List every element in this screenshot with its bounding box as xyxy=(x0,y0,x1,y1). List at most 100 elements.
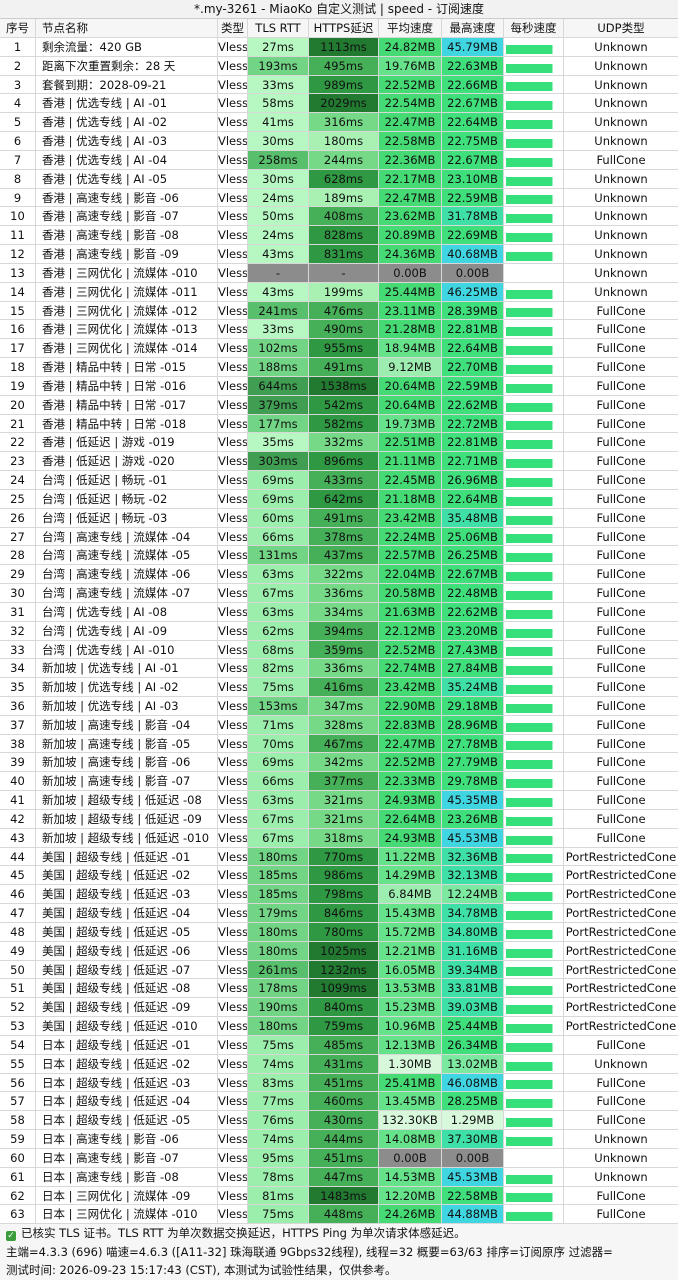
table-row: 44 美国 | 超级专线 | 低延迟 -01 Vless 180ms 770ms 11.2… xyxy=(0,847,678,867)
speed-sparkline xyxy=(504,678,564,696)
table-cell: 32 xyxy=(0,621,36,640)
table-cell: 香港 | 精品中转 | 日常 -016 xyxy=(36,376,218,395)
table-cell: 24.82MB xyxy=(379,38,442,56)
table-cell: Vless xyxy=(218,960,248,979)
speed-sparkline xyxy=(504,546,564,565)
table-cell: 美国 | 超级专线 | 低延迟 -05 xyxy=(36,922,218,941)
table-cell: Unknown xyxy=(594,77,648,92)
table-cell: Vless xyxy=(218,941,248,960)
table-cell: 14.08MB xyxy=(379,1130,442,1148)
table-cell: 27.78MB xyxy=(442,734,504,753)
table-row: 28 台湾 | 高速专线 | 流媒体 -05 Vless 131ms 437ms 22.5… xyxy=(0,546,678,566)
table-cell: Vless xyxy=(218,621,248,640)
table-cell: 27ms xyxy=(248,38,309,56)
table-cell: 22.33MB xyxy=(379,772,442,791)
table-cell: 378ms xyxy=(309,527,379,546)
table-cell: 34.80MB xyxy=(442,922,504,941)
sparkline-bar xyxy=(506,251,559,261)
table-cell: 244ms xyxy=(309,150,379,169)
table-cell: PortRestrictedCone xyxy=(565,981,677,996)
table-cell: 22.74MB xyxy=(379,659,442,678)
table-cell: 47 xyxy=(0,904,36,922)
table-cell: 日本 | 高速专线 | 影音 -06 xyxy=(36,1130,218,1148)
sparkline-bar xyxy=(506,44,559,54)
table-cell: 321ms xyxy=(309,809,379,828)
table-cell: FullCone xyxy=(596,1188,646,1203)
table-cell: 377ms xyxy=(309,772,379,791)
sparkline-bar xyxy=(506,82,559,92)
speed-sparkline xyxy=(504,226,564,245)
table-cell: 11.22MB xyxy=(379,847,442,866)
speed-sparkline xyxy=(504,207,564,226)
table-cell: 22.81MB xyxy=(442,433,504,452)
table-row: 39 新加坡 | 高速专线 | 影音 -06 Vless 69ms 342ms 22.52… xyxy=(0,753,678,773)
table-cell: 22.64MB xyxy=(379,809,442,828)
table-cell: 408ms xyxy=(309,207,379,226)
table-row: 12 香港 | 高速专线 | 影音 -09 Vless 43ms 831ms 24.36M… xyxy=(0,245,678,264)
table-cell: 37 xyxy=(0,715,36,734)
table-cell: 44.88MB xyxy=(442,1205,504,1224)
table-cell: 22.64MB xyxy=(442,113,504,132)
table-cell: 23.20MB xyxy=(442,621,504,640)
table-row: 27 台湾 | 高速专线 | 流媒体 -04 Vless 66ms 378ms 22.24… xyxy=(0,527,678,547)
column-header: 序号 xyxy=(0,19,36,37)
table-row: 3 套餐到期：2028-09-21 Vless 33ms 989ms 22.52MB 22.… xyxy=(0,75,678,95)
speed-sparkline xyxy=(504,414,564,433)
table-cell: FullCone xyxy=(596,586,646,601)
table-cell: Vless xyxy=(218,584,248,602)
table-cell: 13.02MB xyxy=(442,1054,504,1073)
table-row: 52 美国 | 超级专线 | 低延迟 -09 Vless 190ms 840ms 15.2… xyxy=(0,998,678,1018)
table-cell: 台湾 | 高速专线 | 流媒体 -04 xyxy=(36,527,218,546)
window-title: *.my-3261 - MiaoKo 自定义测试 | speed - 订阅速度 xyxy=(0,0,678,19)
table-row: 51 美国 | 超级专线 | 低延迟 -08 Vless 178ms 1099ms 13.… xyxy=(0,979,678,999)
table-cell: 14 xyxy=(0,282,36,301)
table-cell: 60 xyxy=(0,1148,36,1167)
table-cell: Unknown xyxy=(594,171,648,186)
table-cell: 2 xyxy=(0,56,36,75)
table-cell: 190ms xyxy=(248,998,309,1017)
speed-sparkline xyxy=(504,584,564,602)
table-cell: Vless xyxy=(218,998,248,1017)
table-row: 56 日本 | 超级专线 | 低延迟 -03 Vless 83ms 451ms 25.41… xyxy=(0,1073,678,1093)
table-cell: Vless xyxy=(218,508,248,527)
table-cell: 香港 | 三网优化 | 流媒体 -012 xyxy=(36,301,218,320)
table-cell: 22.64MB xyxy=(442,489,504,508)
table-row: 20 香港 | 精品中转 | 日常 -017 Vless 379ms 542ms 20.6… xyxy=(0,395,678,415)
table-cell: 台湾 | 优选专线 | AI -09 xyxy=(36,621,218,640)
speed-sparkline xyxy=(504,358,564,376)
table-cell: 台湾 | 低延迟 | 畅玩 -01 xyxy=(36,471,218,489)
table-cell: Vless xyxy=(218,772,248,791)
table-cell: 22.67MB xyxy=(442,150,504,169)
table-cell: 59 xyxy=(0,1130,36,1148)
table-cell: 27 xyxy=(0,527,36,546)
table-cell: 27.84MB xyxy=(442,659,504,678)
table-cell: 香港 | 三网优化 | 流媒体 -014 xyxy=(36,339,218,358)
table-row: 9 香港 | 高速专线 | 影音 -06 Vless 24ms 189ms 22.47MB… xyxy=(0,188,678,208)
table-cell: FullCone xyxy=(596,322,646,337)
table-row: 54 日本 | 超级专线 | 低延迟 -01 Vless 75ms 485ms 12.13… xyxy=(0,1035,678,1055)
sparkline-bar xyxy=(506,120,559,130)
table-cell: 12.20MB xyxy=(379,1186,442,1205)
table-cell: 31 xyxy=(0,602,36,621)
table-cell: 57 xyxy=(0,1092,36,1111)
table-cell: 433ms xyxy=(309,471,379,489)
table-row: 5 香港 | 优选专线 | AI -02 Vless 41ms 316ms 22.47MB… xyxy=(0,113,678,133)
table-cell: Vless xyxy=(218,376,248,395)
table-cell: 199ms xyxy=(309,282,379,301)
sparkline-bar xyxy=(506,1118,559,1128)
table-cell: FullCone xyxy=(596,717,646,732)
table-cell: 102ms xyxy=(248,339,309,358)
table-cell: Vless xyxy=(218,1205,248,1224)
table-cell: 15 xyxy=(0,301,36,320)
table-cell: Vless xyxy=(218,301,248,320)
table-row: 31 台湾 | 优选专线 | AI -08 Vless 63ms 334ms 21.63M… xyxy=(0,602,678,622)
sparkline-bar xyxy=(506,157,559,167)
table-cell: 0.00B xyxy=(442,1148,504,1167)
speed-sparkline xyxy=(504,960,564,979)
table-cell: 46.08MB xyxy=(442,1073,504,1092)
table-cell: 50 xyxy=(0,960,36,979)
table-cell: 1232ms xyxy=(309,960,379,979)
speed-sparkline xyxy=(504,395,564,414)
sparkline-bar xyxy=(506,477,559,487)
table-cell: 12 xyxy=(0,245,36,263)
